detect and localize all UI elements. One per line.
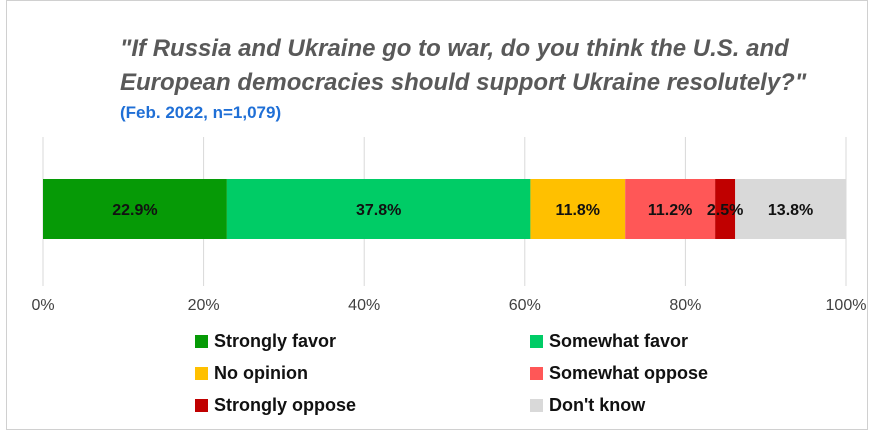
data-label: 13.8% <box>768 202 813 219</box>
bar-segment <box>530 179 626 239</box>
chart-subtitle: (Feb. 2022, n=1,079) <box>120 103 282 122</box>
x-axis-ticks: 0% 20% 40% 60% 80% 100% <box>31 297 866 314</box>
bar-segment <box>226 179 531 239</box>
bar-segment <box>43 179 227 239</box>
chart-frame <box>6 0 868 430</box>
legend-item: Somewhat oppose <box>530 360 755 386</box>
chart-title: "If Russia and Ukraine go to war, do you… <box>120 35 807 96</box>
legend: Strongly favor Somewhat favor No opinion So… <box>195 328 755 418</box>
data-label: 11.2% <box>648 202 692 219</box>
legend-label: Somewhat favor <box>549 330 689 351</box>
bar-segment <box>735 179 846 239</box>
legend-item: Strongly oppose <box>195 392 530 418</box>
data-labels: 22.9% 37.8% 11.8% 11.2% 2.5% 13.8% <box>112 202 813 219</box>
data-label: 11.8% <box>556 202 600 219</box>
legend-swatch <box>530 334 543 348</box>
x-tick-label: 0% <box>31 297 54 314</box>
legend-item: Somewhat favor <box>530 328 755 354</box>
legend-swatch <box>195 398 208 412</box>
legend-label: Strongly favor <box>214 330 337 351</box>
legend-item: No opinion <box>195 360 530 386</box>
bar-segment <box>715 179 736 239</box>
data-label: 2.5% <box>707 202 743 219</box>
x-tick-label: 100% <box>826 297 867 314</box>
bar-segments <box>43 179 846 239</box>
x-tick-label: 60% <box>509 297 541 314</box>
x-tick-label: 40% <box>348 297 380 314</box>
legend-label: Strongly oppose <box>214 394 357 415</box>
legend-label: No opinion <box>214 362 308 383</box>
legend-item: Don't know <box>530 392 755 418</box>
legend-swatch <box>195 366 208 380</box>
legend-swatch <box>530 398 543 412</box>
data-label: 37.8% <box>356 202 401 219</box>
legend-swatch <box>195 334 208 348</box>
bar-segment <box>625 179 716 239</box>
legend-item: Strongly favor <box>195 328 530 354</box>
legend-label: Don't know <box>549 394 646 415</box>
x-tick-label: 80% <box>669 297 701 314</box>
legend-label: Somewhat oppose <box>549 362 709 383</box>
legend-swatch <box>530 366 543 380</box>
data-label: 22.9% <box>112 202 157 219</box>
x-tick-label: 20% <box>188 297 220 314</box>
